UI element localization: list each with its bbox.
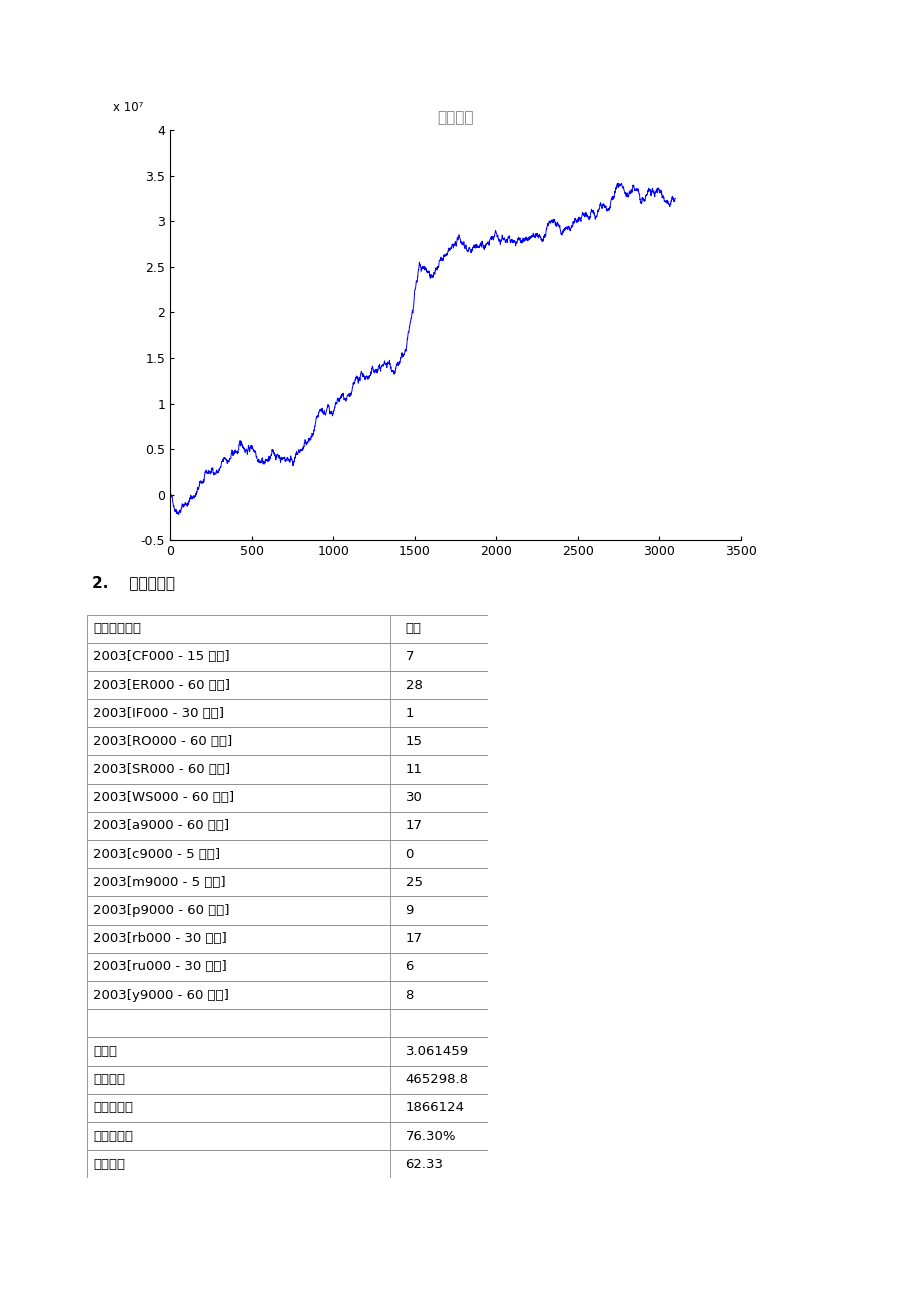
Text: 76.30%: 76.30% [405, 1130, 456, 1143]
Bar [87, 840, 487, 868]
Text: 15: 15 [405, 734, 422, 747]
Text: 2003[CF000 - 15 分钟]: 2003[CF000 - 15 分钟] [94, 650, 230, 663]
Text: 夏普比率: 夏普比率 [94, 1157, 125, 1170]
Bar [87, 924, 487, 953]
Text: 头寸: 头寸 [405, 622, 421, 635]
Text: 17: 17 [405, 932, 422, 945]
Text: 1: 1 [405, 707, 414, 720]
Text: 9: 9 [405, 904, 414, 917]
Text: 2.    等合约价值: 2. 等合约价值 [92, 575, 175, 591]
Bar [87, 699, 487, 728]
Bar [87, 1094, 487, 1122]
Bar [87, 1122, 487, 1150]
Bar [87, 1150, 487, 1178]
Text: 2003[IF000 - 30 分钟]: 2003[IF000 - 30 分钟] [94, 707, 224, 720]
Text: 11: 11 [405, 763, 422, 776]
Bar [87, 1009, 487, 1038]
Text: 2003[p9000 - 60 分钟]: 2003[p9000 - 60 分钟] [94, 904, 230, 917]
Text: 2003[ER000 - 60 分钟]: 2003[ER000 - 60 分钟] [94, 678, 230, 691]
Text: 2003[a9000 - 60 分钟]: 2003[a9000 - 60 分钟] [94, 819, 229, 832]
Text: 28: 28 [405, 678, 422, 691]
Text: 62.33: 62.33 [405, 1157, 443, 1170]
Text: 2003[m9000 - 5 分钟]: 2003[m9000 - 5 分钟] [94, 876, 226, 889]
Text: 17: 17 [405, 819, 422, 832]
Text: 2003[rb000 - 30 分钟]: 2003[rb000 - 30 分钟] [94, 932, 227, 945]
Title: 资金曲线: 资金曲线 [437, 109, 473, 125]
Text: 2003[ru000 - 30 分钟]: 2003[ru000 - 30 分钟] [94, 961, 227, 974]
Text: 1866124: 1866124 [405, 1101, 464, 1115]
Text: 30: 30 [405, 792, 422, 805]
Text: 3.061459: 3.061459 [405, 1046, 468, 1059]
Text: 2003[WS000 - 60 分钟]: 2003[WS000 - 60 分钟] [94, 792, 234, 805]
Text: 6: 6 [405, 961, 414, 974]
Text: x 10⁷: x 10⁷ [113, 100, 143, 113]
Bar [87, 755, 487, 784]
Bar [87, 1065, 487, 1094]
Text: 2003[RO000 - 60 分钟]: 2003[RO000 - 60 分钟] [94, 734, 233, 747]
Bar [87, 868, 487, 896]
Text: 465298.8: 465298.8 [405, 1073, 468, 1086]
Text: 2003[c9000 - 5 分钟]: 2003[c9000 - 5 分钟] [94, 848, 221, 861]
Text: 8: 8 [405, 988, 414, 1001]
Text: 2003[y9000 - 60 分钟]: 2003[y9000 - 60 分钟] [94, 988, 229, 1001]
Bar [87, 615, 487, 643]
Text: 保证金占用: 保证金占用 [94, 1101, 133, 1115]
Text: 最大回撤: 最大回撤 [94, 1073, 125, 1086]
Text: 2003[SR000 - 60 分钟]: 2003[SR000 - 60 分钟] [94, 763, 231, 776]
Text: 风报比: 风报比 [94, 1046, 118, 1059]
Bar [87, 953, 487, 980]
Bar [87, 728, 487, 755]
Bar [87, 896, 487, 924]
Bar [87, 980, 487, 1009]
Bar [87, 671, 487, 699]
Text: 0: 0 [405, 848, 414, 861]
Text: 7: 7 [405, 650, 414, 663]
Bar [87, 1038, 487, 1065]
Text: 25: 25 [405, 876, 422, 889]
Bar [87, 643, 487, 671]
Text: 年化收益率: 年化收益率 [94, 1130, 133, 1143]
Bar [87, 812, 487, 840]
Text: 组合策略模块: 组合策略模块 [94, 622, 142, 635]
Bar [87, 784, 487, 812]
